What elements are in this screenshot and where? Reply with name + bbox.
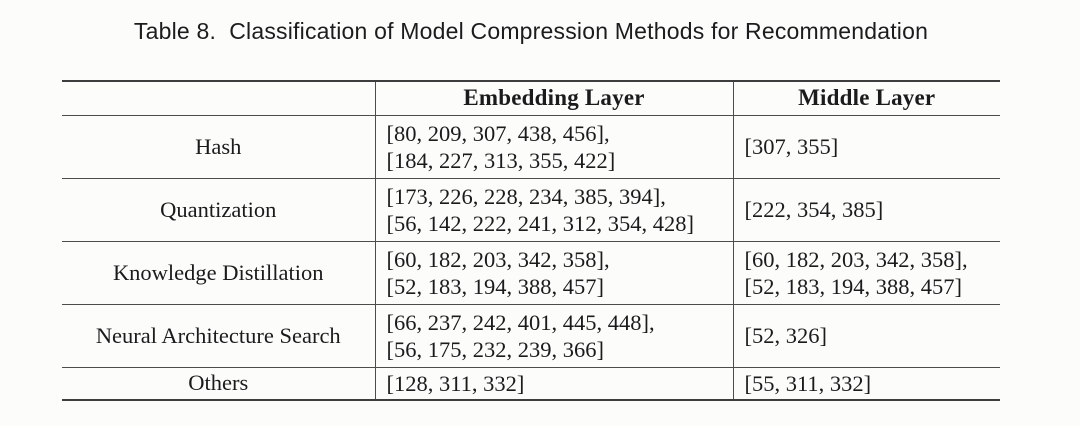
table-row-neural-architecture-search: Neural Architecture Search [66, 237, 242… — [62, 304, 1000, 368]
citation-line: [80, 209, 307, 438, 456], — [386, 120, 610, 146]
citation-line: [60, 182, 203, 342, 358], — [744, 246, 968, 272]
method-cell-others: Others — [188, 370, 249, 395]
embedding-citations-others: [128, 311, 332] — [374, 367, 733, 400]
header-method-column — [62, 81, 375, 116]
embedding-citations-knowledge-distillation: [60, 182, 203, 342, 358], [52, 183, 194,… — [374, 241, 733, 305]
header-embedding-layer: Embedding Layer — [374, 81, 733, 116]
citation-line: [52, 183, 194, 388, 457] — [744, 273, 963, 299]
middle-citations-others: [55, 311, 332] — [732, 367, 1000, 400]
citation-line: [66, 237, 242, 401, 445, 448], — [386, 309, 655, 335]
embedding-citations-quantization: [173, 226, 228, 234, 385, 394], [56, 142… — [374, 178, 733, 242]
embedding-citations-neural-architecture-search: [66, 237, 242, 401, 445, 448], [56, 175,… — [374, 304, 733, 368]
citation-line: [128, 311, 332] — [386, 370, 525, 396]
middle-citations-hash: [307, 355] — [732, 115, 1000, 179]
table-row-others: Others [128, 311, 332] [55, 311, 332] — [62, 367, 1000, 400]
citation-line: [52, 326] — [744, 323, 828, 348]
table-row-quantization: Quantization [173, 226, 228, 234, 385, 3… — [62, 178, 1000, 242]
method-cell-quantization: Quantization — [62, 178, 375, 242]
table-caption: Table 8. Classification of Model Compres… — [133, 18, 929, 44]
citation-line: [173, 226, 228, 234, 385, 394], — [386, 183, 666, 209]
citation-line: [52, 183, 194, 388, 457] — [386, 273, 605, 299]
citation-line: [60, 182, 203, 342, 358], — [386, 246, 610, 272]
method-cell-knowledge-distillation: Knowledge Distillation — [62, 241, 375, 305]
header-row: Embedding Layer Middle Layer — [62, 81, 1000, 116]
citation-line: [307, 355] — [744, 134, 839, 159]
middle-citations-knowledge-distillation: [60, 182, 203, 342, 358], [52, 183, 194,… — [732, 241, 1000, 305]
embedding-citations-hash: [80, 209, 307, 438, 456], [184, 227, 313… — [374, 115, 733, 179]
citation-line: [56, 175, 232, 239, 366] — [386, 336, 605, 362]
middle-citations-neural-architecture-search: [52, 326] — [732, 304, 1000, 368]
table-row-hash: Hash [80, 209, 307, 438, 456], [184, 227… — [62, 115, 1000, 179]
citation-line: [184, 227, 313, 355, 422] — [386, 147, 616, 173]
method-cell-hash: Hash — [62, 115, 375, 179]
header-middle-layer: Middle Layer — [732, 81, 1000, 116]
table-row-knowledge-distillation: Knowledge Distillation [60, 182, 203, 34… — [62, 241, 1000, 305]
citation-line: [55, 311, 332] — [744, 370, 872, 396]
method-cell-neural-architecture-search: Neural Architecture Search — [62, 304, 375, 368]
classification-table: Embedding Layer Middle Layer Hash [80, 2… — [62, 80, 1000, 401]
middle-citations-quantization: [222, 354, 385] — [732, 178, 1000, 242]
citation-line: [56, 142, 222, 241, 312, 354, 428] — [386, 210, 695, 236]
citation-line: [222, 354, 385] — [744, 197, 884, 222]
